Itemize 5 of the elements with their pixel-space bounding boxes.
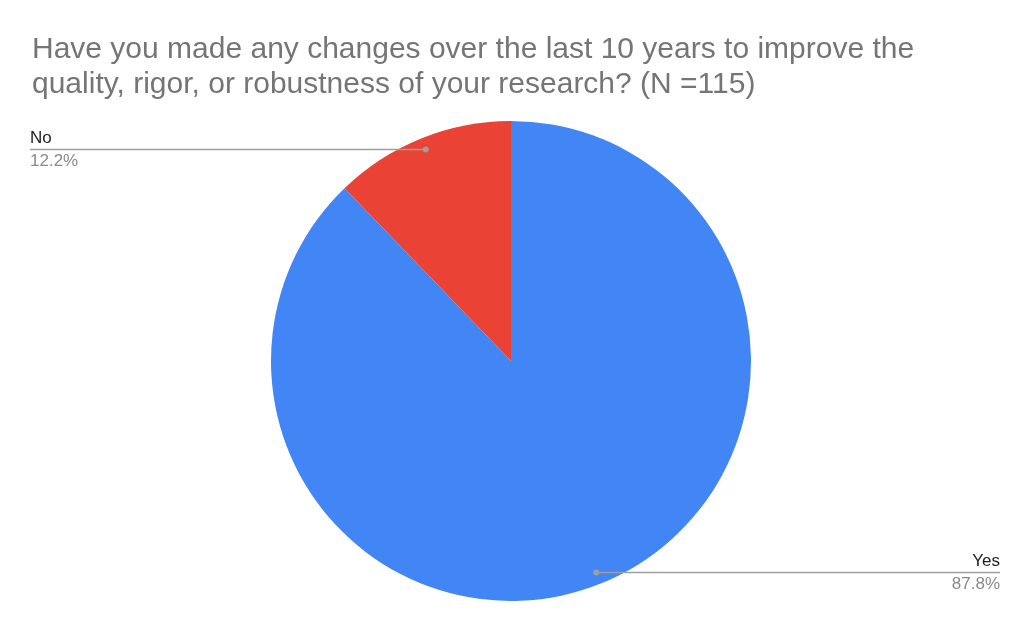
data-label: 87.8% bbox=[951, 573, 1000, 593]
chart-title: Have you made any changes over the last 10 years to improve the quality, rigor, or robustness of your research? (N =115) bbox=[32, 30, 916, 100]
slice-label: No bbox=[30, 127, 52, 147]
data-label: 12.2% bbox=[30, 150, 79, 170]
slice-label: Yes bbox=[972, 550, 1000, 570]
